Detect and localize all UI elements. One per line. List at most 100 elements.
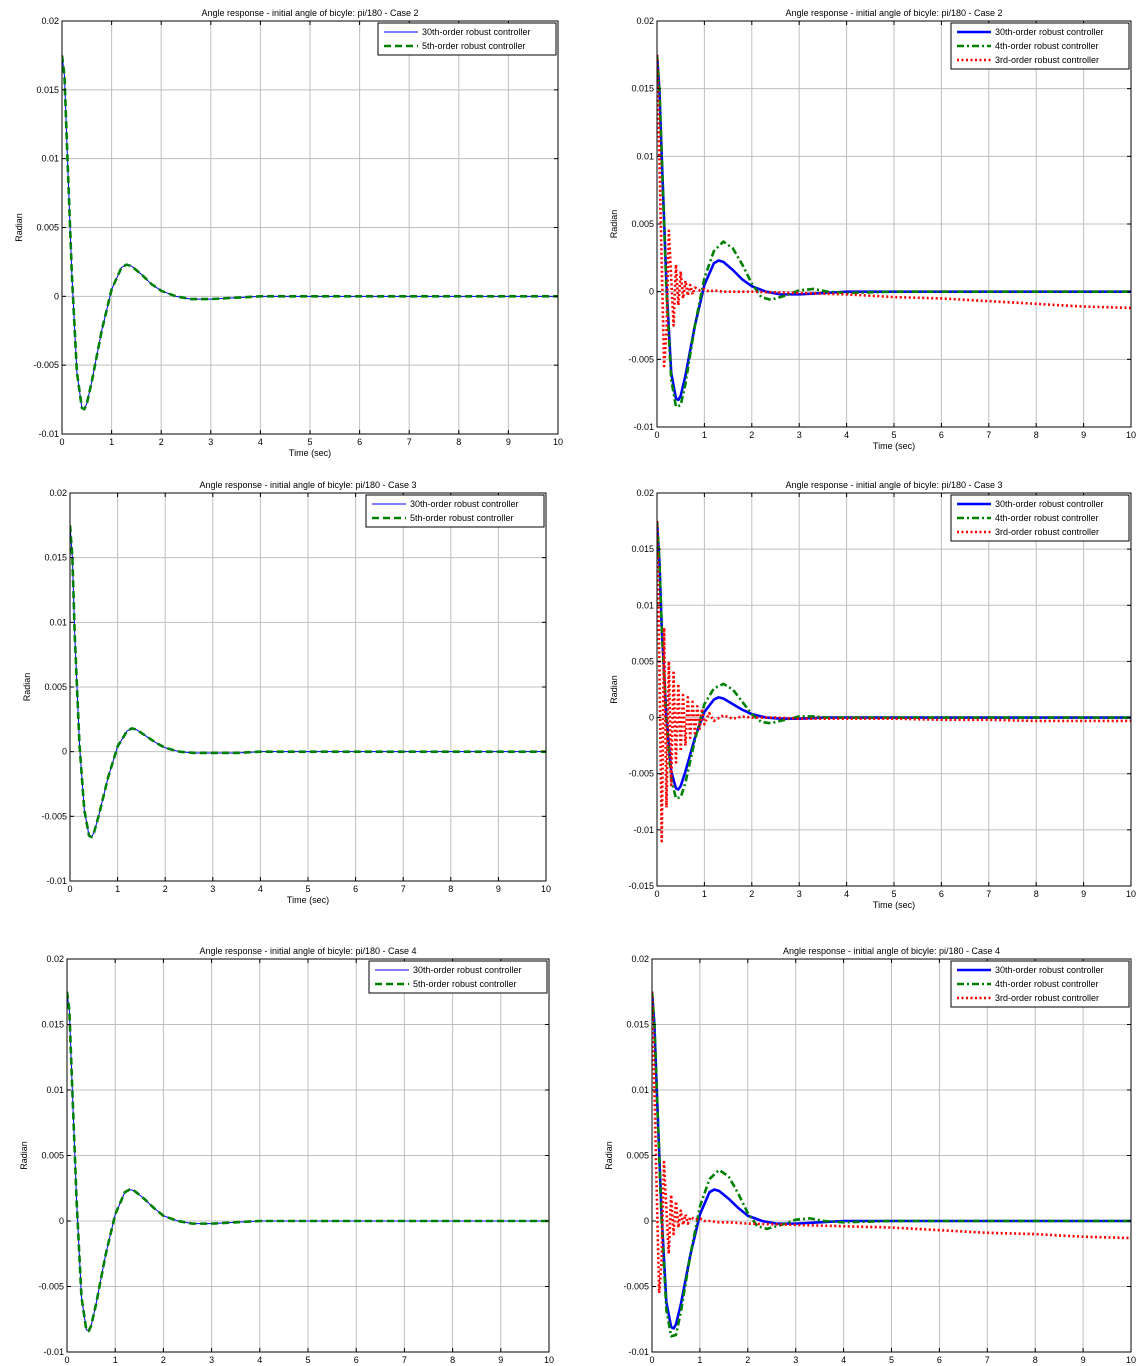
x-tick-label: 2 — [749, 889, 754, 899]
legend: 30th-order robust controller 5th-order ro… — [377, 22, 557, 56]
x-tick-label: 0 — [649, 1355, 654, 1365]
legend-box — [950, 22, 1130, 70]
y-tick-label: 0 — [54, 291, 59, 301]
y-tick-label: -0.01 — [633, 825, 654, 835]
series-line-3 — [657, 54, 1131, 368]
chart-panel-6: 0 1 2 3 4 5 6 7 8 9 10 -0.01 -0.005 0 0.005 0.01 0.015 0.… — [604, 946, 1136, 1365]
y-tick-label: -0.005 — [38, 1282, 64, 1292]
legend: 30th-order robust controller 4th-order ro… — [950, 494, 1130, 542]
y-tick-label: 0.015 — [631, 84, 654, 94]
x-axis-label: Time (sec) — [289, 448, 331, 458]
legend-label: 5th-order robust controller — [422, 41, 526, 51]
legend-label: 3rd-order robust controller — [995, 55, 1099, 65]
y-tick-label: 0.01 — [46, 1085, 64, 1095]
y-tick-label: 0.02 — [636, 488, 654, 498]
x-tick-label: 7 — [986, 430, 991, 440]
y-tick-label: 0.005 — [36, 223, 59, 233]
x-tick-label: 1 — [115, 884, 120, 894]
legend-box — [950, 960, 1130, 1008]
chart-panel-5: 0 1 2 3 4 5 6 7 8 9 10 -0.01 -0.005 0 0.005 0.01 0.015 0.… — [19, 946, 554, 1365]
x-tick-label: 5 — [305, 884, 310, 894]
chart-panel-1: 0 1 2 3 4 5 6 7 8 9 10 -0.01 -0.005 0 0.005 0.01 0.015 0.… — [14, 8, 563, 458]
x-tick-label: 9 — [506, 437, 511, 447]
y-tick-label: 0.02 — [49, 488, 67, 498]
series-line-2 — [652, 991, 1131, 1338]
x-tick-label: 7 — [407, 437, 412, 447]
y-tick-label: 0.01 — [49, 617, 67, 627]
x-tick-label: 1 — [109, 437, 114, 447]
y-axis-label: Radian — [14, 213, 24, 242]
x-tick-label: 7 — [986, 889, 991, 899]
y-tick-label: -0.01 — [43, 1347, 64, 1357]
y-tick-label: -0.01 — [38, 429, 59, 439]
chart-title: Angle response - initial angle of bicyle… — [783, 946, 1000, 956]
x-tick-label: 8 — [448, 884, 453, 894]
x-tick-label: 6 — [939, 430, 944, 440]
legend-label: 30th-order robust controller — [413, 965, 522, 975]
y-tick-label: -0.005 — [33, 360, 59, 370]
x-tick-label: 6 — [939, 889, 944, 899]
legend-label: 4th-order robust controller — [995, 979, 1099, 989]
x-tick-label: 0 — [64, 1355, 69, 1365]
x-tick-label: 10 — [1126, 1355, 1136, 1365]
chart-panel-3: 0 1 2 3 4 5 6 7 8 9 10 -0.01 -0.005 0 0.005 0.01 0.015 0.… — [22, 480, 551, 905]
x-tick-label: 1 — [697, 1355, 702, 1365]
legend-box — [950, 494, 1130, 542]
x-tick-label: 2 — [745, 1355, 750, 1365]
x-tick-label: 4 — [844, 430, 849, 440]
x-tick-label: 8 — [450, 1355, 455, 1365]
y-tick-label: 0.01 — [631, 1085, 649, 1095]
legend-label: 5th-order robust controller — [410, 513, 514, 523]
legend-label: 3rd-order robust controller — [995, 993, 1099, 1003]
x-tick-label: 10 — [541, 884, 551, 894]
legend-label: 5th-order robust controller — [413, 979, 517, 989]
x-tick-label: 7 — [402, 1355, 407, 1365]
x-tick-label: 9 — [1081, 430, 1086, 440]
legend-label: 3rd-order robust controller — [995, 527, 1099, 537]
chart-title: Angle response - initial angle of bicyle… — [199, 480, 416, 490]
x-tick-label: 2 — [163, 884, 168, 894]
x-tick-label: 7 — [985, 1355, 990, 1365]
x-tick-label: 0 — [654, 430, 659, 440]
y-tick-label: -0.005 — [628, 354, 654, 364]
y-tick-label: -0.005 — [41, 811, 67, 821]
y-tick-label: 0.02 — [631, 954, 649, 964]
y-tick-label: 0 — [644, 1216, 649, 1226]
y-tick-label: -0.015 — [628, 881, 654, 891]
y-tick-label: 0 — [649, 713, 654, 723]
legend-box — [377, 22, 557, 56]
chart-title: Angle response - initial angle of bicyle… — [199, 946, 416, 956]
x-tick-label: 0 — [67, 884, 72, 894]
y-tick-label: 0.01 — [41, 154, 59, 164]
y-tick-label: 0.015 — [41, 1020, 64, 1030]
x-tick-label: 6 — [937, 1355, 942, 1365]
legend-label: 30th-order robust controller — [995, 499, 1104, 509]
legend-label: 30th-order robust controller — [410, 499, 519, 509]
series-line-2 — [70, 525, 546, 839]
y-tick-label: 0.015 — [36, 85, 59, 95]
series-line-2 — [62, 55, 558, 411]
y-tick-label: 0.005 — [631, 656, 654, 666]
x-tick-label: 5 — [891, 889, 896, 899]
x-tick-label: 2 — [749, 430, 754, 440]
x-tick-label: 5 — [889, 1355, 894, 1365]
x-tick-label: 1 — [113, 1355, 118, 1365]
x-tick-label: 6 — [357, 437, 362, 447]
legend: 30th-order robust controller 5th-order ro… — [365, 494, 545, 528]
x-tick-label: 0 — [654, 889, 659, 899]
x-tick-label: 6 — [353, 884, 358, 894]
y-axis-label: Radian — [22, 673, 32, 702]
x-tick-label: 3 — [797, 889, 802, 899]
legend-label: 30th-order robust controller — [422, 27, 531, 37]
y-tick-label: -0.005 — [628, 769, 654, 779]
y-tick-label: 0 — [62, 747, 67, 757]
y-tick-label: 0.005 — [626, 1151, 649, 1161]
chart-panel-2: 0 1 2 3 4 5 6 7 8 9 10 -0.01 -0.005 0 0.005 0.01 0.015 0.… — [609, 8, 1136, 451]
y-tick-label: 0.02 — [41, 16, 59, 26]
x-axis-label: Time (sec) — [287, 895, 329, 905]
x-tick-label: 5 — [891, 430, 896, 440]
x-tick-label: 2 — [159, 437, 164, 447]
y-tick-label: 0 — [59, 1216, 64, 1226]
x-tick-label: 8 — [1034, 889, 1039, 899]
